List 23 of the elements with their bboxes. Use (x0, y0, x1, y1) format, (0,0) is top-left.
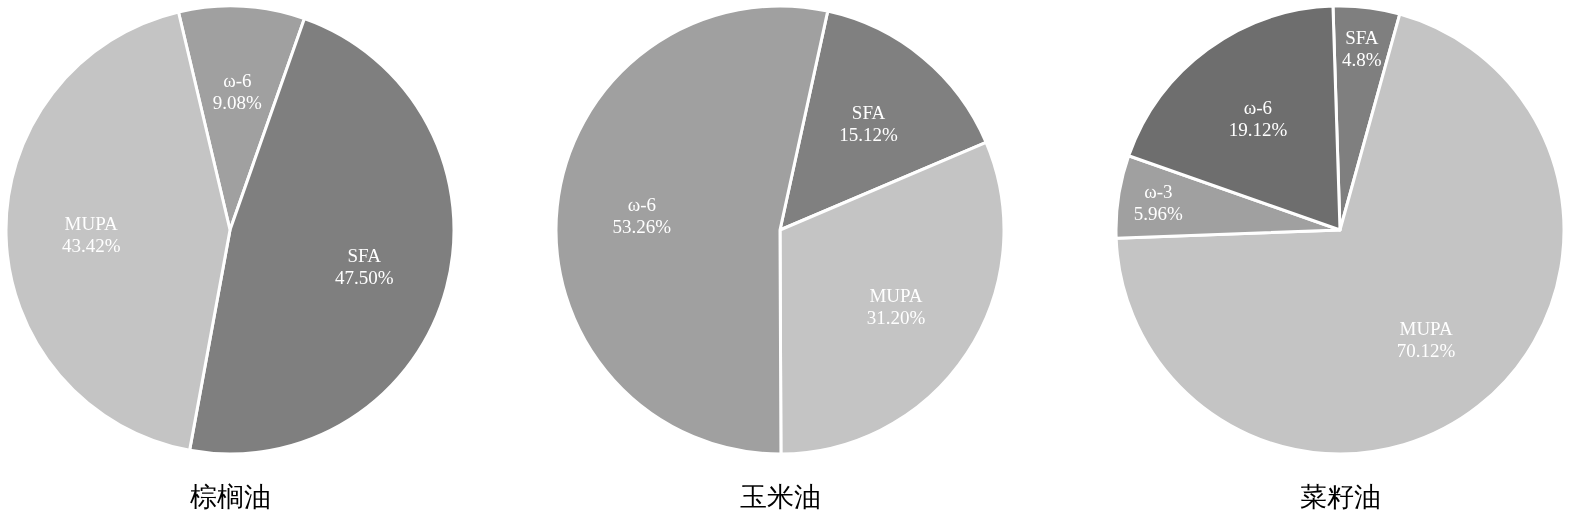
slice-label: ω-6 (627, 194, 657, 216)
data-label: 47.50% (334, 266, 394, 288)
slice-label: ω-6 (223, 70, 252, 92)
data-label: 9.08% (212, 92, 263, 114)
slice-label: SFA (1345, 26, 1379, 48)
text: 棕榈油 (189, 481, 271, 512)
text: 菜籽油 (1299, 481, 1381, 512)
slice-label: ω-6 (1243, 96, 1273, 118)
slice-label: MUPA (64, 212, 119, 234)
data-label: 4.8% (1342, 48, 1382, 70)
slice-label: MUPA (1399, 317, 1453, 339)
data-label: 19.12% (1228, 118, 1288, 140)
data-label: 70.12% (1396, 339, 1456, 361)
slice-label: SFA (347, 244, 382, 266)
text: 玉米油 (739, 481, 821, 512)
data-label: 5.96% (1133, 203, 1184, 225)
slice-label: SFA (851, 102, 886, 124)
data-label: 15.12% (839, 124, 899, 146)
slice-label: ω-3 (1144, 181, 1173, 203)
data-label: 53.26% (612, 216, 672, 238)
slice-label: MUPA (869, 285, 923, 307)
data-label: 31.20% (866, 307, 926, 329)
data-label: 43.42% (61, 234, 121, 256)
